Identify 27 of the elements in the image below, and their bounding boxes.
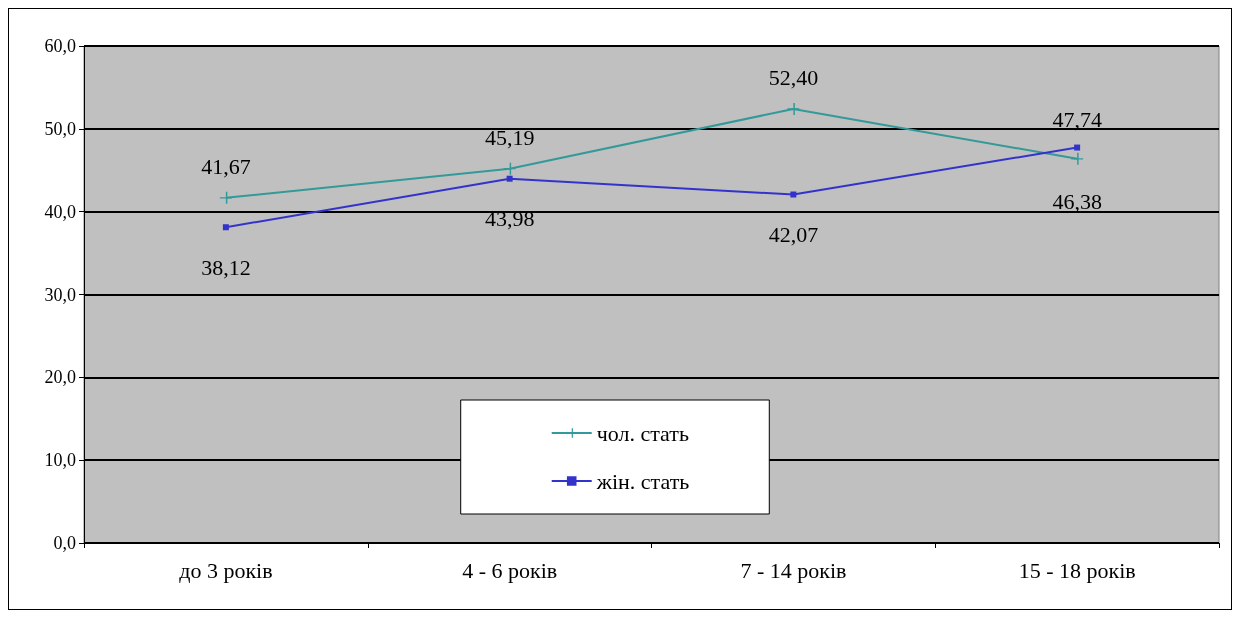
legend-label: чол. стать [596,420,689,446]
data-label: 46,38 [1052,189,1102,215]
y-tick-label: 20,0 [44,367,76,388]
data-label: 47,74 [1052,107,1102,133]
x-tick-label: 15 - 18 років [1018,557,1136,583]
point [1071,152,1084,165]
data-label: 45,19 [484,125,535,151]
y-tick-label: 60,0 [44,36,76,56]
y-tick-label: 10,0 [44,450,76,471]
x-tick-label: 4 - 6 років [462,557,558,583]
x-tick-label: до 3 років [179,557,273,583]
data-label: 42,07 [768,222,819,248]
point [790,191,797,198]
point [222,224,229,231]
legend-label: жін. стать [595,468,690,494]
point [219,191,232,204]
data-label: 41,67 [201,154,251,180]
y-tick-label: 50,0 [44,118,76,139]
data-label: 52,40 [768,65,819,91]
y-tick-label: 40,0 [44,201,76,222]
point [506,175,513,182]
x-tick-label: 7 - 14 років [740,557,847,583]
point [787,102,800,115]
y-tick-label: 30,0 [44,284,76,305]
data-label: 38,12 [201,254,251,280]
point [1074,144,1081,151]
y-tick-label: 0,0 [53,533,76,553]
